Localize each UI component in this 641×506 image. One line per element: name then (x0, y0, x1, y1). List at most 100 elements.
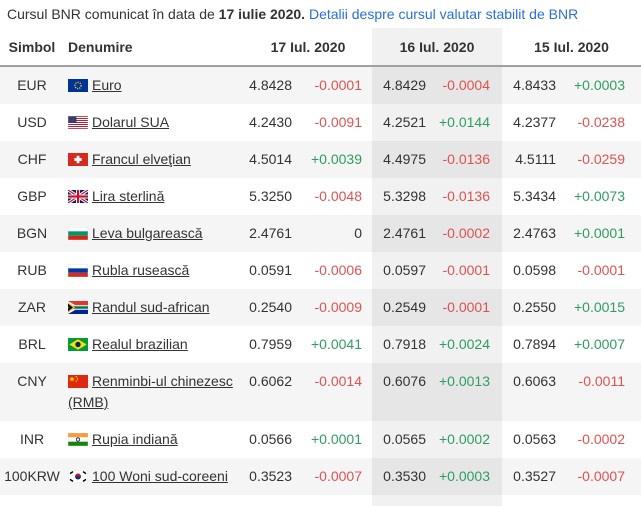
details-link[interactable]: Detalii despre cursul valutar stabilit d… (308, 6, 579, 22)
rate-change: -0.0002 (577, 431, 625, 447)
currency-name-cell: Renminbi-ul chinezesc (RMB) (64, 363, 244, 421)
rate-change: +0.0073 (574, 188, 625, 204)
table-header-row: Simbol Denumire 17 Iul. 2020 16 Iul. 202… (0, 28, 641, 67)
currency-name-cell: Francul elveţian (64, 141, 244, 178)
currency-name-link[interactable]: Francul elveţian (92, 151, 191, 167)
currency-row-chf: CHF Francul elveţian 4.5014 +0.0039 4.49… (0, 141, 641, 178)
column-header-date-15: 15 Iul. 2020 (502, 28, 641, 67)
gb-flag-icon (68, 190, 88, 203)
currency-name-cell: Euro (64, 66, 244, 104)
rate-change: +0.0003 (430, 458, 502, 495)
currency-symbol: BGN (16, 225, 48, 241)
rate-value: 0.6076 (372, 363, 430, 421)
rate-value: 0.6062 (249, 373, 292, 389)
bg-flag-icon (68, 227, 88, 240)
table-bottom-spacer (0, 495, 641, 506)
br-flag-icon (68, 338, 88, 351)
rate-change: 0 (354, 225, 362, 241)
column-header-name: Denumire (64, 28, 244, 67)
currency-name-link[interactable]: Randul sud-african (92, 299, 210, 315)
currency-row-rub: RUB Rubla rusească 0.0591 -0.0006 0.0597… (0, 252, 641, 289)
rate-change: +0.0013 (430, 363, 502, 421)
rate-change: -0.0014 (314, 373, 362, 389)
currency-name-link[interactable]: Leva bulgarească (92, 225, 203, 241)
rate-value: 0.2540 (249, 299, 292, 315)
rate-value: 0.2550 (513, 299, 556, 315)
rate-change: -0.0136 (430, 178, 502, 215)
cn-flag-icon (68, 375, 88, 388)
rate-change: -0.0001 (314, 77, 362, 93)
currency-symbol: INR (19, 431, 45, 447)
currency-name-link[interactable]: Dolarul SUA (92, 114, 170, 130)
currency-name-link[interactable]: Rubla rusească (92, 262, 190, 278)
currency-symbol: RUB (17, 262, 47, 278)
currency-name-cell: Rupia indiană (64, 421, 244, 458)
currency-name-cell: Dolarul SUA (64, 104, 244, 141)
currency-row-100krw: 100KRW 100 Woni sud-coreeni 0.3523 -0.00… (0, 458, 641, 495)
exchange-rates-table: Simbol Denumire 17 Iul. 2020 16 Iul. 202… (0, 28, 641, 506)
column-header-date-16: 16 Iul. 2020 (372, 28, 502, 67)
rate-value: 5.3298 (372, 178, 430, 215)
rate-value: 0.0563 (513, 431, 556, 447)
currency-name-cell: Leva bulgarească (64, 215, 244, 252)
currency-symbol: ZAR (18, 299, 46, 315)
rate-change: +0.0144 (430, 104, 502, 141)
rate-change: -0.0007 (577, 468, 625, 484)
currency-name-link[interactable]: Rupia indiană (92, 431, 178, 447)
currency-symbol: CHF (17, 151, 47, 167)
rate-value: 0.0598 (513, 262, 556, 278)
rate-value: 4.4975 (372, 141, 430, 178)
intro-line: Cursul BNR comunicat în data de 17 iulie… (0, 0, 641, 28)
currency-name-cell: Rubla rusească (64, 252, 244, 289)
ch-flag-icon (68, 153, 88, 166)
rate-value: 4.8433 (513, 77, 556, 93)
currency-symbol: USD (17, 114, 47, 130)
currency-row-cny: CNY Renminbi-ul chinezesc (RMB) 0.6062 -… (0, 363, 641, 421)
currency-symbol: GBP (17, 188, 47, 204)
rate-value: 2.4761 (249, 225, 292, 241)
rate-change: -0.0009 (314, 299, 362, 315)
currency-row-eur: EUR Euro 4.8428 -0.0001 4.8429 -0.0004 4… (0, 66, 641, 104)
rate-value: 0.0565 (372, 421, 430, 458)
currency-name-cell: 100 Woni sud-coreeni (64, 458, 244, 495)
rate-value: 4.2430 (249, 114, 292, 130)
ru-flag-icon (68, 264, 88, 277)
rate-change: -0.0238 (577, 114, 625, 130)
rate-change: +0.0001 (574, 225, 625, 241)
rate-change: -0.0091 (314, 114, 362, 130)
rate-change: +0.0024 (430, 326, 502, 363)
currency-name-link[interactable]: Lira sterlină (92, 188, 165, 204)
currency-name-link[interactable]: Euro (92, 77, 122, 93)
rate-change: -0.0001 (430, 252, 502, 289)
currency-name-link[interactable]: Realul brazilian (92, 336, 188, 352)
rate-change: -0.0007 (314, 468, 362, 484)
currency-name-link[interactable]: 100 Woni sud-coreeni (92, 468, 228, 484)
rate-change: -0.0259 (577, 151, 625, 167)
rate-value: 0.7894 (513, 336, 556, 352)
rate-value: 0.0566 (249, 431, 292, 447)
rate-value: 4.8428 (249, 77, 292, 93)
rate-value: 0.6063 (513, 373, 556, 389)
rate-change: -0.0006 (314, 262, 362, 278)
rate-value: 5.3250 (249, 188, 292, 204)
rate-change: +0.0001 (311, 431, 362, 447)
rate-value: 4.8429 (372, 66, 430, 104)
rate-value: 2.4761 (372, 215, 430, 252)
rate-change: -0.0001 (577, 262, 625, 278)
kr-flag-icon (68, 470, 88, 483)
rate-change: +0.0039 (311, 151, 362, 167)
currency-symbol: BRL (18, 336, 46, 352)
currency-symbol: CNY (17, 373, 47, 389)
rate-value: 2.4763 (513, 225, 556, 241)
rate-value: 0.3523 (249, 468, 292, 484)
rate-value: 0.3527 (513, 468, 556, 484)
rate-value: 0.0591 (249, 262, 292, 278)
currency-row-usd: USD Dolarul SUA 4.2430 -0.0091 4.2521 +0… (0, 104, 641, 141)
rate-value: 0.3530 (372, 458, 430, 495)
rate-value: 5.3434 (513, 188, 556, 204)
rate-change: -0.0004 (430, 66, 502, 104)
rate-change: -0.0011 (578, 373, 625, 389)
column-header-date-17: 17 Iul. 2020 (244, 28, 372, 67)
currency-row-brl: BRL Realul brazilian 0.7959 +0.0041 0.79… (0, 326, 641, 363)
currency-name-link[interactable]: Renminbi-ul chinezesc (RMB) (68, 373, 233, 410)
